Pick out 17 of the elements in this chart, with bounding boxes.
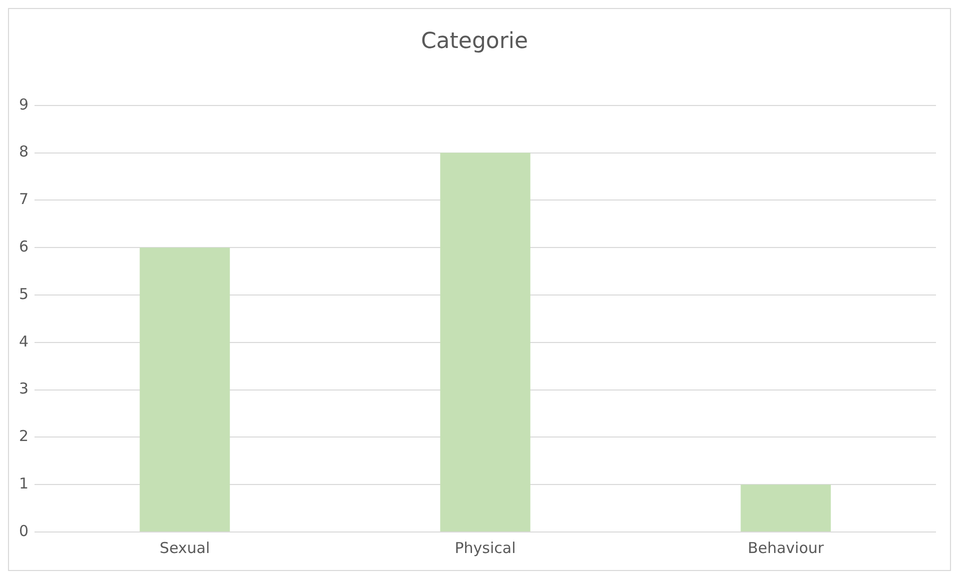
y-tick-label: 2 — [18, 427, 29, 446]
bar — [440, 152, 530, 532]
bar — [740, 484, 831, 532]
x-tick-label: Behaviour — [748, 538, 825, 557]
y-tick-label: 5 — [18, 284, 29, 303]
y-tick-label: 7 — [18, 190, 29, 208]
chart-title: Categorie — [420, 28, 528, 54]
x-tick-label: Sexual — [160, 538, 210, 557]
y-tick-label: 9 — [18, 95, 29, 114]
y-tick-label: 0 — [18, 522, 29, 540]
y-tick-label: 4 — [18, 332, 29, 350]
y-tick-label: 1 — [18, 474, 29, 492]
y-tick-label: 8 — [18, 142, 29, 161]
x-tick-label: Physical — [454, 538, 516, 557]
y-tick-label: 6 — [18, 237, 29, 256]
bar — [140, 248, 230, 532]
y-tick-label: 3 — [18, 380, 29, 398]
